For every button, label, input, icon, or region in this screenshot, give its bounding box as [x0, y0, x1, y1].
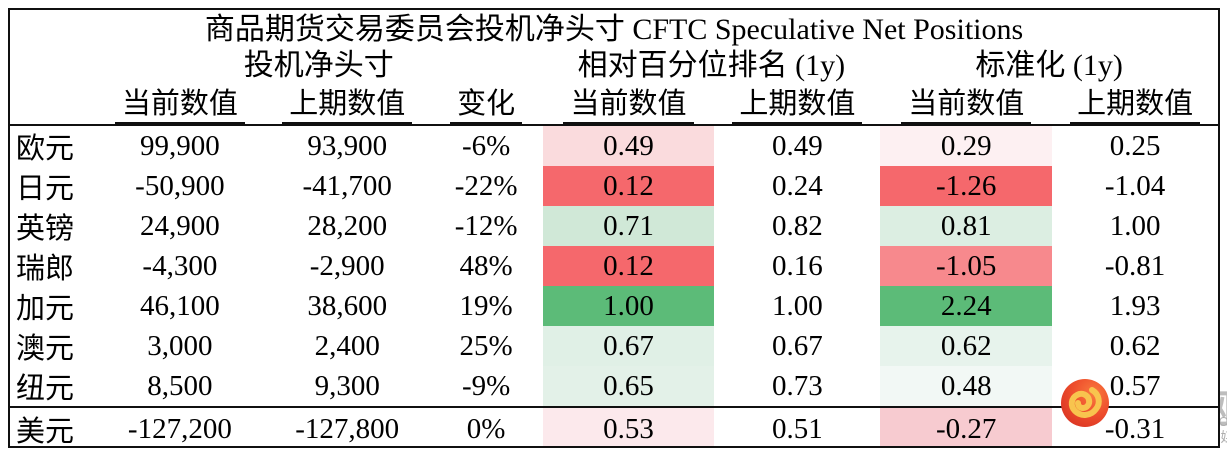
column-header-change: 变化 [430, 88, 543, 124]
table-row-usd: 美元 -127,200 -127,800 0% 0.53 0.51 -0.27 … [10, 406, 1218, 448]
cftc-table: 商品期货交易委员会投机净头寸 CFTC Speculative Net Posi… [8, 8, 1220, 448]
net-current-value: -127,200 [127, 412, 232, 445]
standardized-current-cell: 2.24 [880, 286, 1053, 326]
table-row-jpy: 日元 -50,900 -41,700 -22% 0.12 0.24 -1.26 … [10, 166, 1218, 206]
standardized-previous-cell: -1.04 [1104, 169, 1166, 202]
standardized-previous-cell: 1.00 [1109, 209, 1161, 242]
standardized-previous-cell: 0.62 [1109, 329, 1161, 362]
standardized-previous-cell: -0.31 [1104, 412, 1166, 445]
currency-label: 瑞郎 [16, 253, 75, 285]
percentile-current-cell: 0.12 [542, 166, 715, 206]
percentile-previous-cell: 0.24 [771, 169, 823, 202]
currency-label: 日元 [16, 173, 75, 205]
column-header-previous-3: 上期数值 [1052, 88, 1218, 124]
currency-label: 欧元 [16, 133, 75, 165]
table-row-aud: 澳元 3,000 2,400 25% 0.67 0.67 0.62 0.62 [10, 326, 1218, 366]
percentile-previous-cell: 0.73 [771, 369, 823, 402]
net-current-value: 24,900 [139, 209, 220, 242]
percentile-previous-cell: 1.00 [771, 289, 823, 322]
column-header-previous-1: 上期数值 [265, 88, 430, 124]
percentile-current-cell: 0.65 [542, 366, 715, 406]
percentile-previous-cell: 0.51 [771, 412, 823, 445]
change-value: -22% [454, 169, 518, 202]
percentile-previous-cell: 0.16 [771, 249, 823, 282]
net-previous-value: -127,800 [295, 412, 400, 445]
net-previous-value: 9,300 [314, 369, 380, 402]
column-header-current-3: 当前数值 [880, 88, 1052, 124]
column-header-row: 当前数值 上期数值 变化 当前数值 上期数值 当前数值 上期数值 [10, 84, 1218, 126]
net-current-value: 99,900 [139, 129, 220, 162]
standardized-previous-cell: -0.81 [1104, 249, 1166, 282]
column-header-previous-2: 上期数值 [714, 88, 880, 124]
percentile-current-cell: 0.71 [542, 206, 715, 246]
currency-label: 美元 [16, 416, 75, 448]
net-previous-value: 28,200 [307, 209, 388, 242]
net-previous-value: 93,900 [307, 129, 388, 162]
table-row-nzd: 纽元 8,500 9,300 -9% 0.65 0.73 0.48 0.57 [10, 366, 1218, 406]
change-value: 25% [459, 329, 513, 362]
standardized-current-cell: 0.81 [880, 206, 1053, 246]
cngold-swirl-icon [1068, 387, 1102, 418]
standardized-current-cell: -0.27 [880, 408, 1053, 446]
table-row-gbp: 英镑 24,900 28,200 -12% 0.71 0.82 0.81 1.0… [10, 206, 1218, 246]
net-current-value: -50,900 [135, 169, 225, 202]
net-previous-value: -2,900 [309, 249, 385, 282]
group-header-percentile: 相对百分位排名 (1y) [577, 49, 846, 82]
percentile-previous-cell: 0.49 [771, 129, 823, 162]
standardized-previous-cell: 0.25 [1109, 129, 1161, 162]
group-header-standardized: 标准化 (1y) [975, 49, 1123, 82]
percentile-previous-cell: 0.82 [771, 209, 823, 242]
percentile-current-cell: 0.53 [542, 408, 715, 446]
standardized-current-cell: 0.48 [880, 366, 1053, 406]
standardized-current-cell: -1.26 [880, 166, 1053, 206]
standardized-current-cell: -1.05 [880, 246, 1053, 286]
standardized-current-cell: 0.62 [880, 326, 1053, 366]
table-row-eur: 欧元 99,900 93,900 -6% 0.49 0.49 0.29 0.25 [10, 126, 1218, 166]
net-previous-value: -41,700 [302, 169, 392, 202]
table-row-chf: 瑞郎 -4,300 -2,900 48% 0.12 0.16 -1.05 -0.… [10, 246, 1218, 286]
percentile-current-cell: 0.67 [542, 326, 715, 366]
table-title: 商品期货交易委员会投机净头寸 CFTC Speculative Net Posi… [204, 13, 1024, 46]
cngold-logo [1061, 379, 1109, 427]
column-group-header-row: 投机净头寸 相对百分位排名 (1y) 标准化 (1y) [10, 47, 1218, 84]
change-value: 0% [466, 412, 506, 445]
table-row-cad: 加元 46,100 38,600 19% 1.00 1.00 2.24 1.93 [10, 286, 1218, 326]
net-current-value: 46,100 [139, 289, 220, 322]
percentile-current-cell: 0.49 [542, 126, 715, 166]
change-value: -9% [461, 369, 511, 402]
percentile-current-cell: 0.12 [542, 246, 715, 286]
standardized-previous-cell: 1.93 [1109, 289, 1161, 322]
currency-label: 纽元 [16, 373, 75, 405]
group-header-spacer [10, 47, 95, 84]
column-header-current-2: 当前数值 [543, 88, 715, 124]
group-header-net-positions: 投机净头寸 [243, 49, 394, 82]
change-value: -6% [461, 129, 511, 162]
net-current-value: 8,500 [147, 369, 213, 402]
percentile-current-cell: 1.00 [542, 286, 715, 326]
net-current-value: -4,300 [142, 249, 218, 282]
currency-label: 加元 [16, 293, 75, 325]
percentile-previous-cell: 0.67 [771, 329, 823, 362]
change-value: 48% [459, 249, 513, 282]
change-value: -12% [454, 209, 518, 242]
net-previous-value: 38,600 [307, 289, 388, 322]
column-header-current-1: 当前数值 [95, 88, 265, 124]
currency-label: 澳元 [16, 333, 75, 365]
currency-label: 英镑 [16, 213, 75, 245]
standardized-current-cell: 0.29 [880, 126, 1053, 166]
standardized-previous-cell: 0.57 [1109, 369, 1161, 402]
net-current-value: 3,000 [147, 329, 213, 362]
change-value: 19% [459, 289, 513, 322]
net-previous-value: 2,400 [314, 329, 380, 362]
